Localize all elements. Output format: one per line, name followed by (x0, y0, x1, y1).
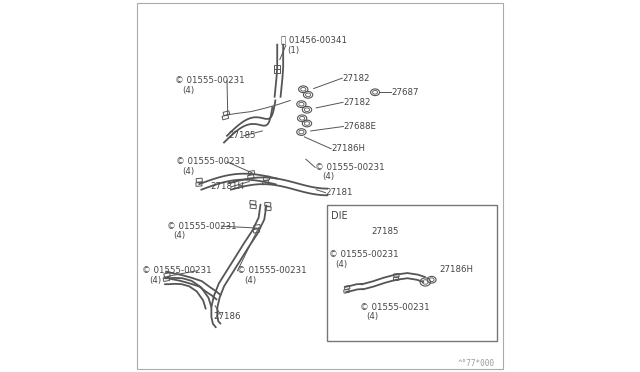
Text: (4): (4) (182, 167, 195, 176)
Text: (4): (4) (322, 172, 334, 181)
Text: (4): (4) (367, 312, 379, 321)
Text: 27185: 27185 (228, 131, 255, 140)
Text: Ⓢ 01456-00341: Ⓢ 01456-00341 (281, 35, 347, 44)
Text: 27186: 27186 (213, 312, 241, 321)
Text: 27687: 27687 (392, 88, 419, 97)
Text: 27182: 27182 (342, 74, 370, 83)
Text: (4): (4) (335, 260, 348, 269)
Text: © 01555-00231: © 01555-00231 (167, 222, 236, 231)
Text: 27182: 27182 (343, 98, 371, 107)
Text: (4): (4) (173, 231, 186, 240)
Text: © 01555-00231: © 01555-00231 (329, 250, 399, 259)
Text: (4): (4) (182, 86, 195, 94)
Text: 27181: 27181 (326, 188, 353, 197)
Text: (4): (4) (149, 276, 161, 285)
Text: © 01555-00231: © 01555-00231 (175, 157, 245, 166)
Text: (1): (1) (287, 46, 300, 55)
Text: 27688E: 27688E (344, 122, 376, 131)
Text: 27186H: 27186H (439, 265, 473, 274)
Text: © 01555-00231: © 01555-00231 (360, 303, 429, 312)
Text: 27185: 27185 (371, 227, 399, 236)
Text: © 01555-00231: © 01555-00231 (315, 163, 385, 172)
Text: © 01555-00231: © 01555-00231 (237, 266, 307, 275)
Text: ^°77*000: ^°77*000 (458, 359, 495, 368)
Text: © 01555-00231: © 01555-00231 (175, 76, 244, 85)
Text: DIE: DIE (331, 211, 348, 221)
Text: 27181H: 27181H (211, 182, 244, 191)
Text: (4): (4) (244, 276, 256, 285)
Text: 27186H: 27186H (331, 144, 365, 153)
Text: © 01555-00231: © 01555-00231 (142, 266, 212, 275)
FancyBboxPatch shape (328, 205, 497, 341)
